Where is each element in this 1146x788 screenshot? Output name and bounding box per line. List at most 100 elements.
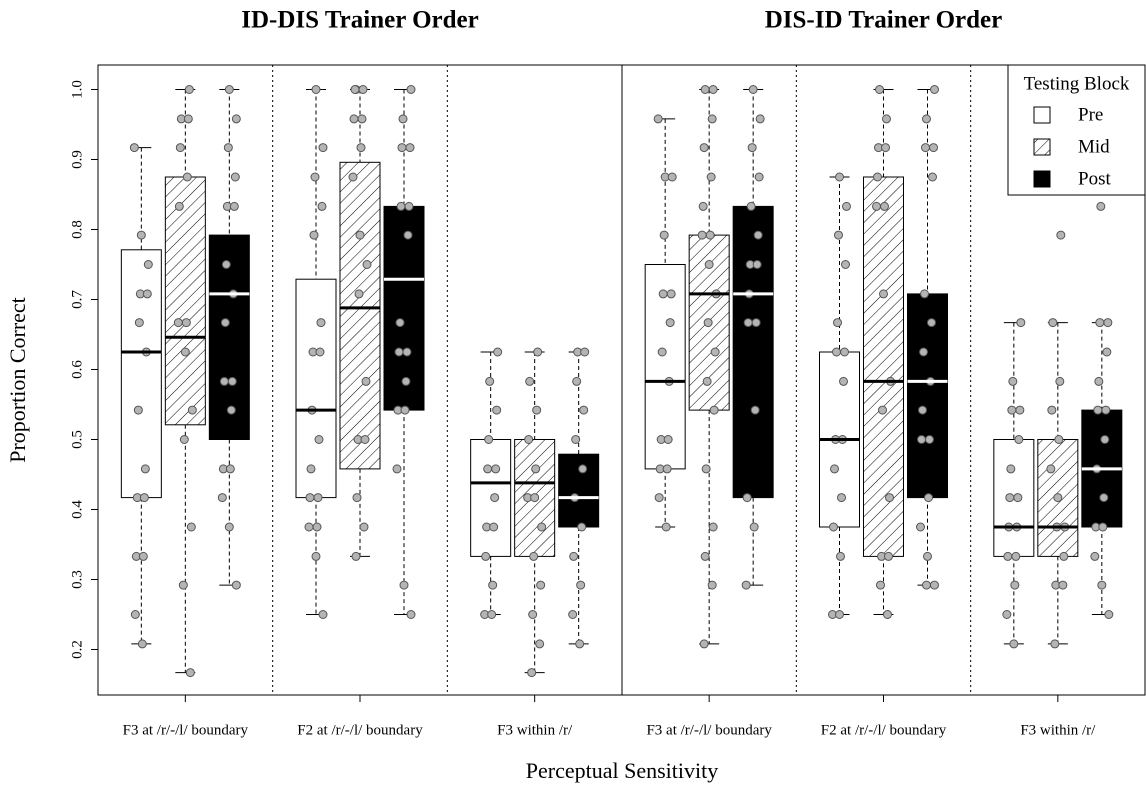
data-point <box>654 493 664 503</box>
data-point <box>699 639 709 649</box>
data-point <box>1005 493 1015 503</box>
data-point <box>572 376 582 386</box>
data-point <box>747 143 757 153</box>
data-point <box>881 143 890 153</box>
data-point <box>663 435 673 444</box>
data-point <box>922 114 931 124</box>
data-point <box>708 522 718 532</box>
data-point <box>1090 551 1100 561</box>
data-point <box>357 114 367 124</box>
data-point <box>839 376 848 386</box>
data-point <box>1015 405 1025 415</box>
box <box>295 278 337 499</box>
data-point <box>1056 230 1066 240</box>
data-point <box>1054 435 1064 444</box>
data-point <box>1099 493 1109 503</box>
data-point <box>1102 347 1112 357</box>
data-point <box>487 610 497 619</box>
data-point <box>1013 493 1023 503</box>
data-point <box>350 85 360 94</box>
data-point <box>129 143 139 153</box>
data-point <box>1104 610 1114 619</box>
data-point <box>919 347 928 357</box>
data-point <box>315 347 325 357</box>
data-point <box>885 493 894 503</box>
data-point <box>580 347 590 357</box>
data-point <box>840 347 849 357</box>
data-point <box>662 464 672 474</box>
data-point <box>316 318 326 328</box>
y-axis-label: Proportion Correct <box>5 297 30 463</box>
box <box>907 293 948 499</box>
data-point <box>527 668 537 678</box>
data-point <box>352 493 362 503</box>
data-point <box>884 551 893 561</box>
data-point <box>876 580 885 590</box>
data-point <box>1094 376 1104 386</box>
data-point <box>753 230 763 240</box>
data-point <box>173 318 183 328</box>
data-point <box>178 580 188 590</box>
data-point <box>397 143 407 153</box>
data-point <box>136 230 146 240</box>
data-point <box>920 289 929 299</box>
data-point <box>1053 493 1063 503</box>
data-point <box>835 172 844 182</box>
y-tick-label: 0.7 <box>69 290 85 309</box>
data-point <box>708 85 718 94</box>
legend-title: Testing Block <box>1024 73 1130 94</box>
data-point <box>749 522 759 532</box>
data-point <box>137 639 147 649</box>
legend-label: Mid <box>1078 136 1110 157</box>
data-point <box>575 639 585 649</box>
data-point <box>707 580 717 590</box>
data-point <box>231 114 241 124</box>
data-point <box>493 347 503 357</box>
data-point <box>537 522 547 532</box>
data-point <box>883 610 892 619</box>
data-point <box>1047 405 1057 415</box>
data-point <box>568 610 578 619</box>
data-point <box>355 230 365 240</box>
box <box>120 249 162 499</box>
data-point <box>1096 201 1106 211</box>
data-point <box>532 405 542 415</box>
data-point <box>140 464 150 474</box>
data-point <box>916 522 925 532</box>
data-point <box>873 172 882 182</box>
data-point <box>398 114 408 124</box>
data-point <box>406 610 416 619</box>
data-point <box>312 522 322 532</box>
data-point <box>348 172 358 182</box>
x-tick-label: F3 at /r/-/l/ boundary <box>646 722 772 738</box>
data-point <box>569 551 579 561</box>
data-point <box>578 464 588 474</box>
data-point <box>489 522 499 532</box>
legend-label: Pre <box>1078 104 1103 125</box>
data-point <box>750 405 760 415</box>
data-point <box>929 143 938 153</box>
box <box>644 264 686 470</box>
data-point <box>577 522 587 532</box>
data-point <box>230 172 240 182</box>
data-point <box>318 143 328 153</box>
data-point <box>220 318 230 328</box>
data-point <box>318 610 328 619</box>
data-point <box>755 114 765 124</box>
data-point <box>524 435 534 444</box>
legend-label: Post <box>1078 168 1111 189</box>
data-point <box>579 405 589 415</box>
data-point <box>174 201 184 211</box>
data-point <box>395 318 405 328</box>
data-point <box>702 376 712 386</box>
data-point <box>703 318 713 328</box>
data-point <box>361 376 371 386</box>
data-point <box>229 201 239 211</box>
data-point <box>1058 580 1068 590</box>
data-point <box>400 405 410 415</box>
data-point <box>661 522 671 532</box>
data-point <box>1095 318 1105 328</box>
data-point <box>535 639 545 649</box>
data-point <box>700 85 710 94</box>
data-point <box>405 143 415 153</box>
